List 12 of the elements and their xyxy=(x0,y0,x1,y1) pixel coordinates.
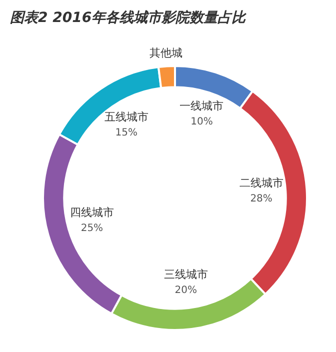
slice-label: 一线城市 xyxy=(180,100,224,113)
slice-label: 三线城市 xyxy=(164,268,208,281)
data-label: 20% xyxy=(174,284,197,296)
data-label: 15% xyxy=(115,127,138,138)
chart-title: 图表2 2016年各线城市影院数量占比 xyxy=(10,9,248,26)
slice-label: 二线城市 xyxy=(239,176,284,190)
data-label: 28% xyxy=(250,194,272,205)
slice-label: 五线城市 xyxy=(104,110,148,124)
data-label: 25% xyxy=(80,223,104,234)
slice-label: 四线城市 xyxy=(70,206,114,220)
slice-label: 其他城 xyxy=(149,46,182,60)
data-label: 10% xyxy=(190,116,213,128)
